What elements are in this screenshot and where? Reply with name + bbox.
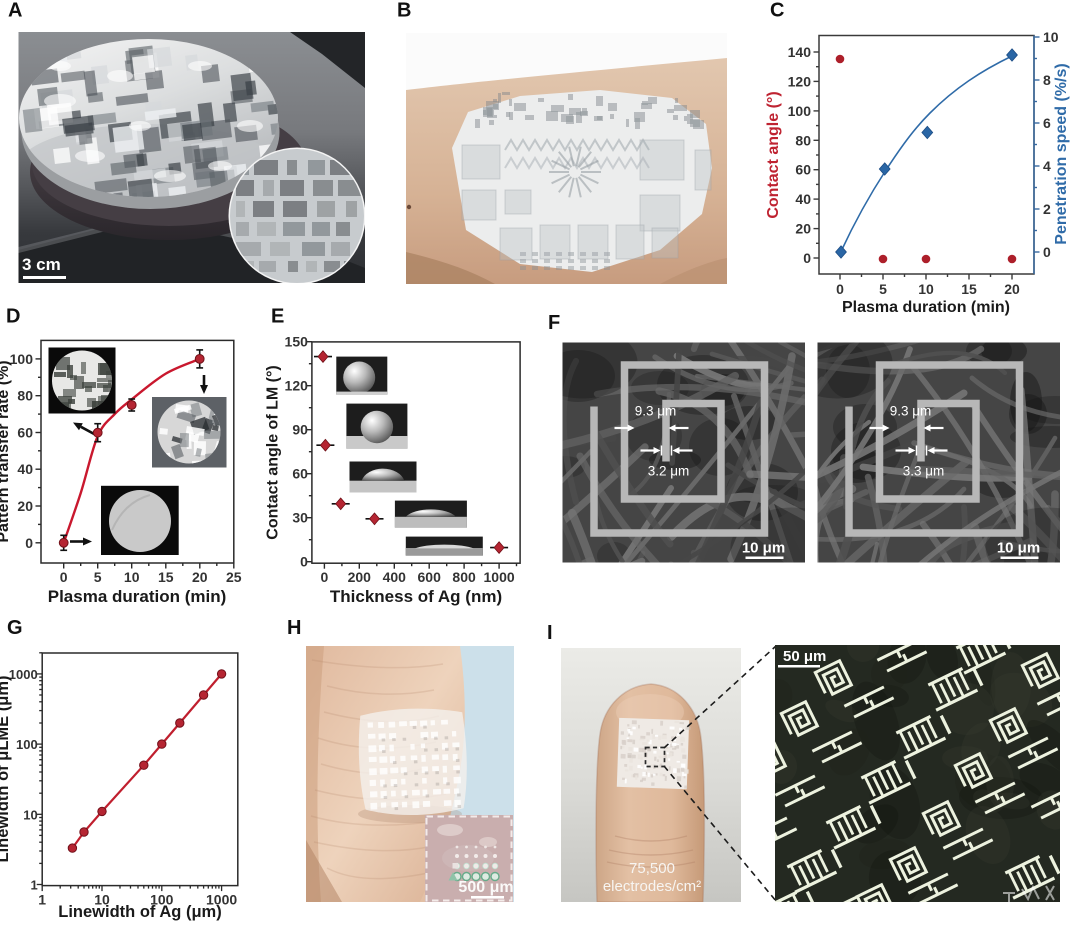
svg-text:1000: 1000 xyxy=(484,569,515,585)
svg-text:D: D xyxy=(6,306,20,328)
svg-text:Linewidth of μLME (μm): Linewidth of μLME (μm) xyxy=(0,676,12,863)
svg-text:0: 0 xyxy=(803,250,811,266)
svg-text:F: F xyxy=(548,312,560,334)
svg-text:40: 40 xyxy=(17,461,33,477)
svg-text:Pattern transfer rate (%): Pattern transfer rate (%) xyxy=(0,360,12,542)
svg-text:H: H xyxy=(287,617,301,639)
svg-text:Contact angle (°): Contact angle (°) xyxy=(765,91,782,218)
svg-text:50 μm: 50 μm xyxy=(783,648,826,665)
svg-text:3.3 μm: 3.3 μm xyxy=(903,464,945,479)
svg-text:40: 40 xyxy=(795,191,811,207)
svg-text:10: 10 xyxy=(124,569,140,585)
svg-text:20: 20 xyxy=(192,569,208,585)
svg-text:60: 60 xyxy=(17,424,33,440)
svg-text:1: 1 xyxy=(30,878,37,893)
svg-text:5: 5 xyxy=(94,569,102,585)
svg-text:B: B xyxy=(397,0,411,22)
svg-text:25: 25 xyxy=(226,569,242,585)
svg-text:0: 0 xyxy=(321,569,329,585)
svg-text:9.3 μm: 9.3 μm xyxy=(635,404,677,419)
svg-text:0: 0 xyxy=(836,281,844,297)
svg-text:0: 0 xyxy=(300,554,308,570)
svg-text:60: 60 xyxy=(795,162,811,178)
svg-text:4: 4 xyxy=(1043,158,1051,174)
svg-text:10: 10 xyxy=(23,807,37,822)
svg-text:Penetration speed (%/s): Penetration speed (%/s) xyxy=(1053,63,1070,244)
svg-text:Contact angle of LM (°): Contact angle of LM (°) xyxy=(265,365,282,539)
svg-text:E: E xyxy=(271,306,284,328)
svg-text:10: 10 xyxy=(1043,29,1059,45)
svg-text:140: 140 xyxy=(788,44,812,60)
svg-text:10: 10 xyxy=(918,281,934,297)
svg-text:75,500: 75,500 xyxy=(629,860,675,877)
svg-text:500 μm: 500 μm xyxy=(458,879,513,896)
svg-text:Thickness of Ag (nm): Thickness of Ag (nm) xyxy=(330,587,502,606)
svg-text:100: 100 xyxy=(150,892,174,908)
svg-text:10: 10 xyxy=(94,892,110,908)
svg-text:1000: 1000 xyxy=(9,667,38,682)
svg-text:400: 400 xyxy=(383,569,407,585)
svg-text:100: 100 xyxy=(788,103,812,119)
svg-text:1: 1 xyxy=(38,892,46,908)
svg-text:20: 20 xyxy=(1004,281,1020,297)
svg-text:150: 150 xyxy=(285,334,309,350)
svg-text:30: 30 xyxy=(292,510,308,526)
svg-text:120: 120 xyxy=(285,378,309,394)
svg-text:100: 100 xyxy=(16,737,38,752)
svg-text:G: G xyxy=(7,617,23,639)
svg-text:200: 200 xyxy=(348,569,372,585)
svg-text:0: 0 xyxy=(1043,244,1051,260)
svg-text:I: I xyxy=(547,622,553,644)
svg-text:2: 2 xyxy=(1043,201,1051,217)
svg-text:15: 15 xyxy=(961,281,977,297)
svg-text:100: 100 xyxy=(10,351,34,367)
svg-text:0: 0 xyxy=(25,535,33,551)
svg-text:Plasma duration (min): Plasma duration (min) xyxy=(842,299,1010,316)
svg-text:Plasma duration (min): Plasma duration (min) xyxy=(48,587,227,606)
svg-text:9.3 μm: 9.3 μm xyxy=(890,404,932,419)
svg-text:20: 20 xyxy=(17,498,33,514)
svg-text:A: A xyxy=(8,0,22,22)
svg-text:0: 0 xyxy=(60,569,68,585)
svg-text:1000: 1000 xyxy=(206,892,237,908)
svg-text:3 cm: 3 cm xyxy=(22,255,61,274)
svg-text:60: 60 xyxy=(292,466,308,482)
svg-text:15: 15 xyxy=(158,569,174,585)
svg-text:8: 8 xyxy=(1043,72,1051,88)
svg-text:5: 5 xyxy=(879,281,887,297)
svg-text:10 μm: 10 μm xyxy=(742,540,785,557)
svg-text:3.2 μm: 3.2 μm xyxy=(648,464,690,479)
svg-text:80: 80 xyxy=(795,132,811,148)
svg-text:6: 6 xyxy=(1043,115,1051,131)
svg-text:90: 90 xyxy=(292,422,308,438)
svg-text:800: 800 xyxy=(452,569,476,585)
svg-text:electrodes/cm²: electrodes/cm² xyxy=(603,878,701,895)
svg-text:Linewidth of Ag (μm): Linewidth of Ag (μm) xyxy=(58,903,221,921)
svg-text:20: 20 xyxy=(795,221,811,237)
svg-text:80: 80 xyxy=(17,388,33,404)
svg-text:C: C xyxy=(770,0,784,22)
svg-text:120: 120 xyxy=(788,73,812,89)
svg-text:600: 600 xyxy=(418,569,442,585)
svg-text:10 μm: 10 μm xyxy=(997,540,1040,557)
